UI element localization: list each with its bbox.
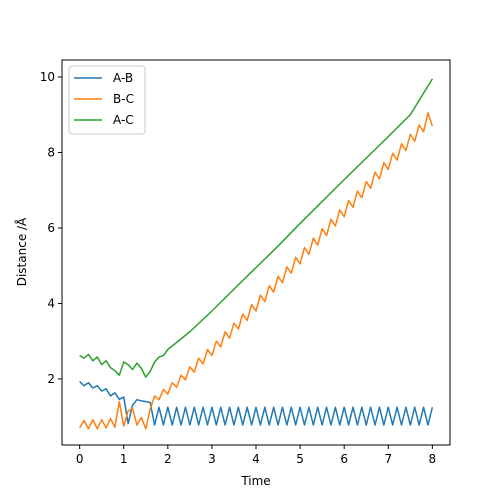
x-axis-label: Time xyxy=(240,474,270,488)
x-tick-label: 6 xyxy=(340,452,348,466)
x-tick-label: 1 xyxy=(120,452,128,466)
series-layer xyxy=(78,78,434,430)
series-line-b-c xyxy=(78,112,434,430)
x-tick-label: 7 xyxy=(384,452,392,466)
y-tick-label: 8 xyxy=(47,145,55,159)
y-tick-label: 2 xyxy=(47,372,55,386)
legend-box xyxy=(68,65,146,135)
x-tick-label: 8 xyxy=(429,452,437,466)
legend-label-b-c: B-C xyxy=(113,92,134,106)
x-tick-label: 2 xyxy=(164,452,172,466)
legend-items: A-B B-C A-C xyxy=(74,71,134,127)
legend-label-a-b: A-B xyxy=(113,71,133,85)
series-line-a-c xyxy=(79,78,433,378)
x-tick-label: 4 xyxy=(252,452,260,466)
x-tick-label: 5 xyxy=(296,452,304,466)
y-tick-label: 10 xyxy=(40,70,55,84)
y-tick-label: 6 xyxy=(47,221,55,235)
y-axis-ticks: 2 4 6 8 10 xyxy=(40,70,62,386)
y-axis-label: Distance /Å xyxy=(14,217,29,286)
y-tick-label: 4 xyxy=(47,296,55,310)
legend: A-B B-C A-C xyxy=(68,65,146,135)
legend-label-a-c: A-C xyxy=(113,113,134,127)
x-tick-label: 3 xyxy=(208,452,216,466)
x-axis-ticks: 0 1 2 3 4 5 6 7 8 xyxy=(76,445,436,466)
x-tick-label: 0 xyxy=(76,452,84,466)
series-line-a-b xyxy=(79,381,434,426)
